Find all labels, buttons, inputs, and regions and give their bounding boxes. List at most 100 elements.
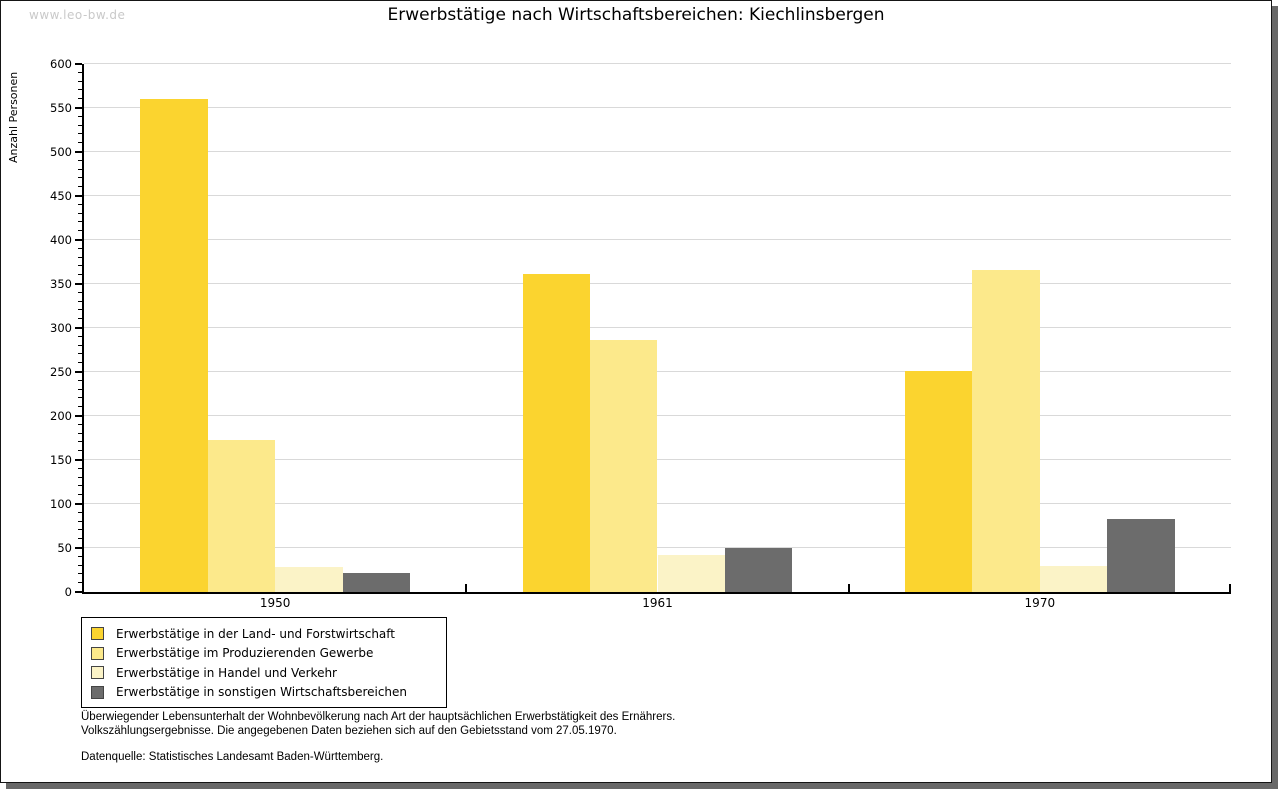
y-tick-major-150 [75,459,82,461]
bar-1961-series-3 [657,555,725,592]
legend-label-1: Erwerbstätige in der Land- und Forstwirt… [116,626,395,641]
y-tick-label-200: 200 [50,409,72,424]
y-tick-minor-280 [78,344,82,346]
gridline-450 [84,195,1231,196]
y-tick-major-50 [75,547,82,550]
footnote: Überwiegender Lebensunterhalt der Wohnbe… [81,710,675,738]
legend-swatch-3 [91,666,104,680]
x-tick-boundary-1 [465,584,468,592]
y-tick-minor-140 [78,467,82,469]
y-tick-minor-530 [78,124,82,126]
y-tick-minor-20 [78,573,82,575]
y-tick-minor-60 [78,538,82,540]
y-tick-minor-520 [78,133,82,135]
y-tick-label-500: 500 [50,145,72,159]
legend-swatch-2 [91,646,104,660]
y-tick-minor-110 [78,494,82,496]
y-tick-minor-70 [78,529,82,531]
y-tick-minor-580 [78,80,82,82]
bar-1970-series-3 [1039,565,1108,592]
x-tick-boundary-2 [847,584,850,592]
y-tick-minor-90 [78,511,82,513]
y-tick-minor-590 [78,71,82,73]
plot-area: 0 50 100 150 200 250 300 350 400 450 500 550 600 1950… [50,57,1231,610]
y-tick-minor-480 [78,168,82,170]
bar-1950-series-3 [275,567,343,592]
gridline-200 [84,415,1231,416]
y-tick-minor-190 [78,423,82,425]
gridline-500 [84,151,1231,152]
bar-1950-series-2 [207,439,276,592]
y-tick-label-350: 350 [50,277,72,291]
legend-label-4: Erwerbstätige in sonstigen Wirtschaftsbe… [116,685,408,700]
legend-item-4: Erwerbstätige in sonstigen Wirtschaftsbe… [91,683,438,703]
x-category-label-1950: 1950 [259,596,291,610]
legend-label-2: Erwerbstätige im Produzierenden Gewerbe [116,646,374,661]
y-tick-minor-310 [78,318,82,320]
y-tick-major-500 [75,151,82,153]
y-tick-minor-360 [78,274,82,276]
gridline-300 [84,327,1231,328]
y-tick-minor-410 [78,230,82,232]
y-tick-minor-490 [78,159,82,161]
y-tick-minor-240 [78,379,82,381]
bar-1970-series-1 [904,371,973,592]
y-tick-label-450: 450 [50,189,72,203]
y-tick-minor-270 [78,353,82,355]
y-tick-minor-540 [78,115,82,117]
y-tick-minor-170 [78,441,82,443]
y-tick-major-200 [75,415,82,418]
y-tick-minor-560 [78,98,82,100]
y-tick-minor-290 [78,335,82,337]
y-tick-minor-160 [78,450,82,452]
y-tick-major-550 [75,107,82,110]
y-tick-minor-430 [78,212,82,214]
y-tick-minor-180 [78,432,82,434]
y-tick-minor-470 [78,177,82,179]
x-category-label-1961: 1961 [642,596,673,610]
y-tick-minor-120 [78,485,82,487]
legend-label-3: Erwerbstätige in Handel und Verkehr [116,665,337,680]
y-tick-major-0 [75,591,82,593]
y-tick-minor-210 [78,406,82,408]
bar-1961-series-2 [590,340,658,592]
y-tick-major-250 [75,371,82,373]
y-tick-minor-30 [78,564,82,566]
y-tick-label-150: 150 [50,453,72,467]
footnote-line2: Volkszählungsergebnisse. Die angegebenen… [81,725,617,737]
y-tick-minor-130 [78,476,82,478]
y-tick-major-300 [75,327,82,329]
y-tick-minor-420 [78,221,82,223]
y-tick-minor-570 [78,89,82,91]
gridline-100 [84,503,1231,504]
legend-swatch-4 [91,685,104,699]
legend-box: Erwerbstätige in der Land- und Forstwirt… [81,617,447,708]
legend-swatch-1 [91,627,104,641]
y-tick-minor-80 [78,520,82,522]
y-tick-minor-220 [78,397,82,399]
y-tick-minor-320 [78,309,82,311]
y-tick-major-450 [75,195,82,197]
y-tick-label-100: 100 [50,497,72,512]
y-tick-major-350 [75,283,82,285]
y-tick-label-300: 300 [50,321,72,335]
y-axis-line [82,64,84,594]
bar-1950-series-1 [140,99,208,592]
legend-item-3: Erwerbstätige in Handel und Verkehr [91,663,438,683]
y-tick-minor-260 [78,362,82,364]
footnote-line1: Überwiegender Lebensunterhalt der Wohnbe… [81,711,676,723]
bar-1961-series-1 [522,274,590,592]
data-source: Datenquelle: Statistisches Landesamt Bad… [81,751,384,763]
gridline-250 [84,371,1231,372]
y-tick-label-250: 250 [50,365,72,379]
y-axis-title: Anzahl Personen [7,71,20,163]
y-tick-minor-440 [78,203,82,205]
gridline-50 [84,547,1231,548]
x-axis-line [82,592,1231,594]
y-tick-label-400: 400 [50,233,72,248]
y-tick-label-50: 50 [57,541,72,556]
chart-title: Erwerbstätige nach Wirtschaftsbereichen:… [387,5,885,25]
y-tick-minor-380 [78,256,82,258]
bar-1961-series-4 [724,548,793,592]
